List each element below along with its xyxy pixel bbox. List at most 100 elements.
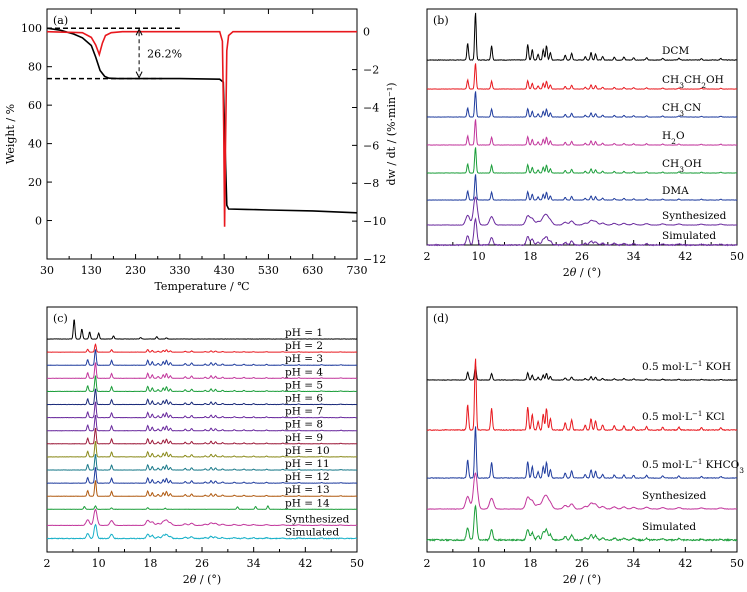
xrd-trace [47,362,358,379]
trace-label: 0.5 mol·L−1 KOH [642,360,731,373]
x-tick-label: 10 [472,557,486,570]
x-tick-label: 50 [350,557,364,570]
xrd-trace [426,366,738,381]
plot-frame [426,306,738,553]
mass-loss-label: 26.2% [147,47,182,60]
trace-label: pH = 11 [285,458,330,470]
xrd-trace [47,480,358,497]
panel-label: (d) [433,312,449,325]
panel-label: (c) [53,312,68,325]
xrd-trace [426,504,738,543]
xrd-trace [427,91,738,118]
xrd-trace [47,319,357,340]
y-tick-label: 40 [28,138,42,151]
trace-label: DCM [662,45,689,57]
trace-label: Simulated [285,527,339,539]
y-tick-label: 80 [28,61,42,74]
xrd-trace [426,358,738,432]
x-tick-label: 330 [169,264,190,277]
x-tick-label: 18 [523,250,537,263]
y-tick-label: 60 [28,99,42,112]
x-tick-label: 230 [125,264,146,277]
x-axis-label: 2θ / (°) [563,573,601,586]
x-tick-label: 34 [627,250,641,263]
trace-label: pH = 10 [285,445,330,457]
y2-tick-label: −10 [363,215,386,228]
y2-tick-label: −6 [363,139,379,152]
xrd-trace [427,472,738,510]
x-tick-label: 730 [347,264,368,277]
y2-tick-label: −8 [363,177,379,190]
xrd-trace [427,119,738,146]
x-tick-label: 2 [424,250,431,263]
trace-label: pH = 5 [285,379,323,391]
trace-label: H2O [662,130,685,146]
tg-curve [46,27,358,214]
y-tick-label: 20 [28,176,42,189]
xrd-trace [47,440,357,458]
x-tick-label: 18 [143,557,157,570]
trace-label: 0.5 mol·L−1 KHCO3 [642,458,744,475]
trace-label: Synthesized [285,513,350,525]
xrd-trace [46,349,357,366]
y-axis-label: Weight / % [4,104,17,164]
trace-label: pH = 13 [285,484,330,496]
trace-label: pH = 2 [285,340,323,352]
trace-label: Simulated [662,230,716,242]
y2-axis-label: dw / dt / (%·min⁻¹) [385,82,398,185]
x-axis-label: Temperature / ℃ [154,280,249,293]
y-tick-label: 100 [21,22,42,35]
x-tick-label: 18 [523,557,537,570]
trace-label: pH = 1 [285,327,323,339]
xrd-trace [426,217,738,247]
trace-label: pH = 7 [285,406,323,418]
x-tick-label: 34 [247,557,261,570]
trace-label: CH3CN [662,102,701,118]
x-tick-label: 50 [730,250,744,263]
x-tick-label: 2 [424,557,431,570]
xrd-trace [47,454,358,471]
panel-b: (b) 2 10 18 26 34 42 50 2θ / (°) DCM CH3CH2OH CH3CN… [424,8,744,279]
xrd-trace [46,375,358,393]
x-tick-label: 10 [92,557,106,570]
x-tick-label: 42 [678,250,692,263]
xrd-trace [47,388,358,406]
x-tick-label: 50 [730,557,744,570]
xrd-trace [427,63,737,90]
xrd-trace [46,505,358,510]
xrd-trace [426,196,738,226]
panel-label: (a) [53,14,68,27]
x-tick-label: 26 [575,557,589,570]
panel-d: (d) 2 10 18 26 34 42 50 2θ / (°) 0.5 mol·L−1 KOH 0… [424,306,744,586]
xrd-trace [46,467,357,484]
y2-tick-label: 0 [363,26,370,39]
xrd-trace [427,12,738,61]
arrow-head-up [135,28,143,36]
xrd-trace [46,427,357,445]
x-tick-label: 10 [472,250,486,263]
x-tick-label: 630 [302,264,323,277]
plot-frame [46,8,358,260]
x-tick-label: 530 [258,264,279,277]
xrd-trace [426,426,738,479]
trace-label: pH = 3 [285,353,323,365]
y-tick-label: 0 [35,215,42,228]
trace-label: Synthesized [662,210,727,222]
y2-tick-label: −4 [363,101,379,114]
trace-label: CH3CH2OH [662,74,724,90]
xrd-trace [46,401,357,419]
y2-tick-label: −2 [363,64,379,77]
x-axis-label: 2θ / (°) [183,573,221,586]
x-tick-label: 34 [627,557,641,570]
dtg-curve [46,30,357,227]
x-tick-label: 430 [214,264,235,277]
y2-tick-label: −12 [363,253,386,266]
x-tick-label: 42 [678,557,692,570]
trace-label: Simulated [642,521,696,533]
trace-label: pH = 4 [285,366,323,378]
xrd-trace [46,523,358,540]
x-tick-label: 26 [575,250,589,263]
panel-label: (b) [433,14,449,27]
